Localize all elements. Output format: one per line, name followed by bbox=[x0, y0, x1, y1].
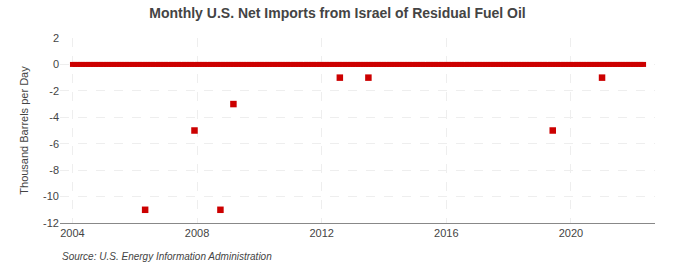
svg-text:-10: -10 bbox=[43, 190, 59, 202]
svg-text:2: 2 bbox=[53, 32, 59, 44]
svg-text:2020: 2020 bbox=[559, 227, 583, 239]
svg-text:Thousand Barrels per Day: Thousand Barrels per Day bbox=[18, 66, 30, 195]
svg-text:-4: -4 bbox=[49, 111, 59, 123]
svg-text:2004: 2004 bbox=[60, 227, 84, 239]
svg-text:Source: U.S. Energy Informatio: Source: U.S. Energy Information Administ… bbox=[62, 251, 272, 262]
svg-text:2008: 2008 bbox=[185, 227, 209, 239]
svg-text:-2: -2 bbox=[49, 85, 59, 97]
svg-text:2016: 2016 bbox=[434, 227, 458, 239]
svg-text:0: 0 bbox=[53, 58, 59, 70]
svg-text:-6: -6 bbox=[49, 138, 59, 150]
svg-text:-8: -8 bbox=[49, 164, 59, 176]
svg-text:-12: -12 bbox=[43, 217, 59, 229]
svg-text:Monthly U.S. Net Imports from: Monthly U.S. Net Imports from Israel of … bbox=[149, 5, 526, 21]
svg-text:2012: 2012 bbox=[309, 227, 333, 239]
